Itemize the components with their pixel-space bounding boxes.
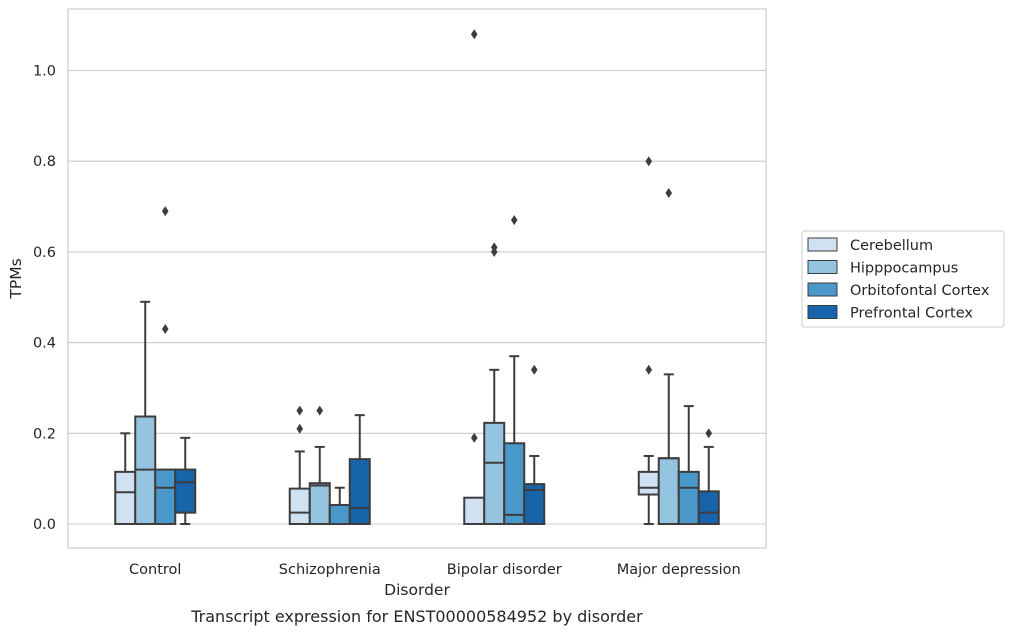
box: [657, 457, 680, 525]
outlier-marker: [470, 432, 478, 443]
box: [523, 483, 546, 526]
y-axis-title: TPMs: [7, 258, 25, 299]
box-group: [697, 428, 720, 525]
box-group: [637, 156, 660, 525]
x-tick-label: Schizophrenia: [279, 562, 381, 578]
box: [677, 470, 700, 526]
box-group: [523, 364, 546, 526]
legend-frame: [801, 230, 1005, 328]
outlier-marker: [161, 323, 169, 334]
box-group: [174, 436, 197, 525]
x-axis-ticks: Control Schizophrenia Bipolar disorder Majo…: [129, 562, 741, 578]
box-group: [483, 242, 506, 526]
box: [483, 421, 506, 526]
box: [637, 470, 660, 496]
x-tick-label: Major depression: [617, 562, 741, 578]
legend-swatch: [807, 305, 838, 319]
y-axis-ticks: 0.0 0.2 0.4 0.6 0.8 1.0: [33, 64, 56, 534]
legend-label: Cerebellum: [850, 238, 933, 254]
y-tick-label: 0.6: [33, 245, 56, 261]
box-series: [114, 29, 720, 526]
box: [463, 496, 486, 525]
outlier-marker: [470, 29, 478, 40]
legend-swatch: [807, 260, 838, 274]
x-axis-title: Disorder: [384, 581, 450, 599]
legend-label: Hipppocampus: [850, 261, 958, 277]
figure-caption: Transcript expression for ENST0000058495…: [190, 607, 643, 626]
box: [503, 442, 526, 526]
outlier-marker: [316, 405, 324, 416]
outlier-marker: [296, 405, 304, 416]
box-group: [288, 405, 311, 526]
box: [348, 458, 371, 526]
box: [174, 468, 197, 514]
outlier-marker: [705, 428, 713, 439]
y-tick-label: 0.0: [33, 517, 56, 533]
box-group: [308, 405, 331, 525]
outlier-marker: [530, 364, 538, 375]
outlier-marker: [296, 423, 304, 434]
outlier-marker: [161, 206, 169, 217]
box-group: [348, 414, 371, 526]
box: [328, 503, 351, 526]
y-tick-label: 0.4: [33, 336, 56, 352]
legend-swatch: [807, 237, 838, 252]
y-tick-label: 0.8: [33, 154, 56, 170]
outlier-marker: [645, 364, 653, 375]
box: [288, 487, 311, 526]
legend-label: Orbitofontal Cortex: [850, 283, 990, 299]
box: [697, 490, 720, 525]
y-tick-label: 1.0: [33, 64, 56, 80]
outlier-marker: [665, 187, 673, 198]
box: [308, 482, 331, 525]
x-tick-label: Bipolar disorder: [447, 562, 562, 578]
outlier-marker: [490, 242, 498, 253]
box-group: [463, 29, 486, 525]
box-group: [503, 215, 526, 526]
x-tick-label: Control: [129, 562, 181, 578]
box: [114, 470, 137, 526]
box: [154, 468, 177, 525]
outlier-marker: [645, 156, 653, 167]
legend: Cerebellum Hipppocampus Orbitofontal Corte…: [801, 230, 1005, 328]
box-group: [677, 405, 700, 526]
outlier-marker: [510, 215, 518, 226]
legend-label: Prefrontal Cortex: [850, 306, 973, 322]
y-tick-label: 0.2: [33, 426, 56, 442]
legend-swatch: [807, 282, 838, 297]
